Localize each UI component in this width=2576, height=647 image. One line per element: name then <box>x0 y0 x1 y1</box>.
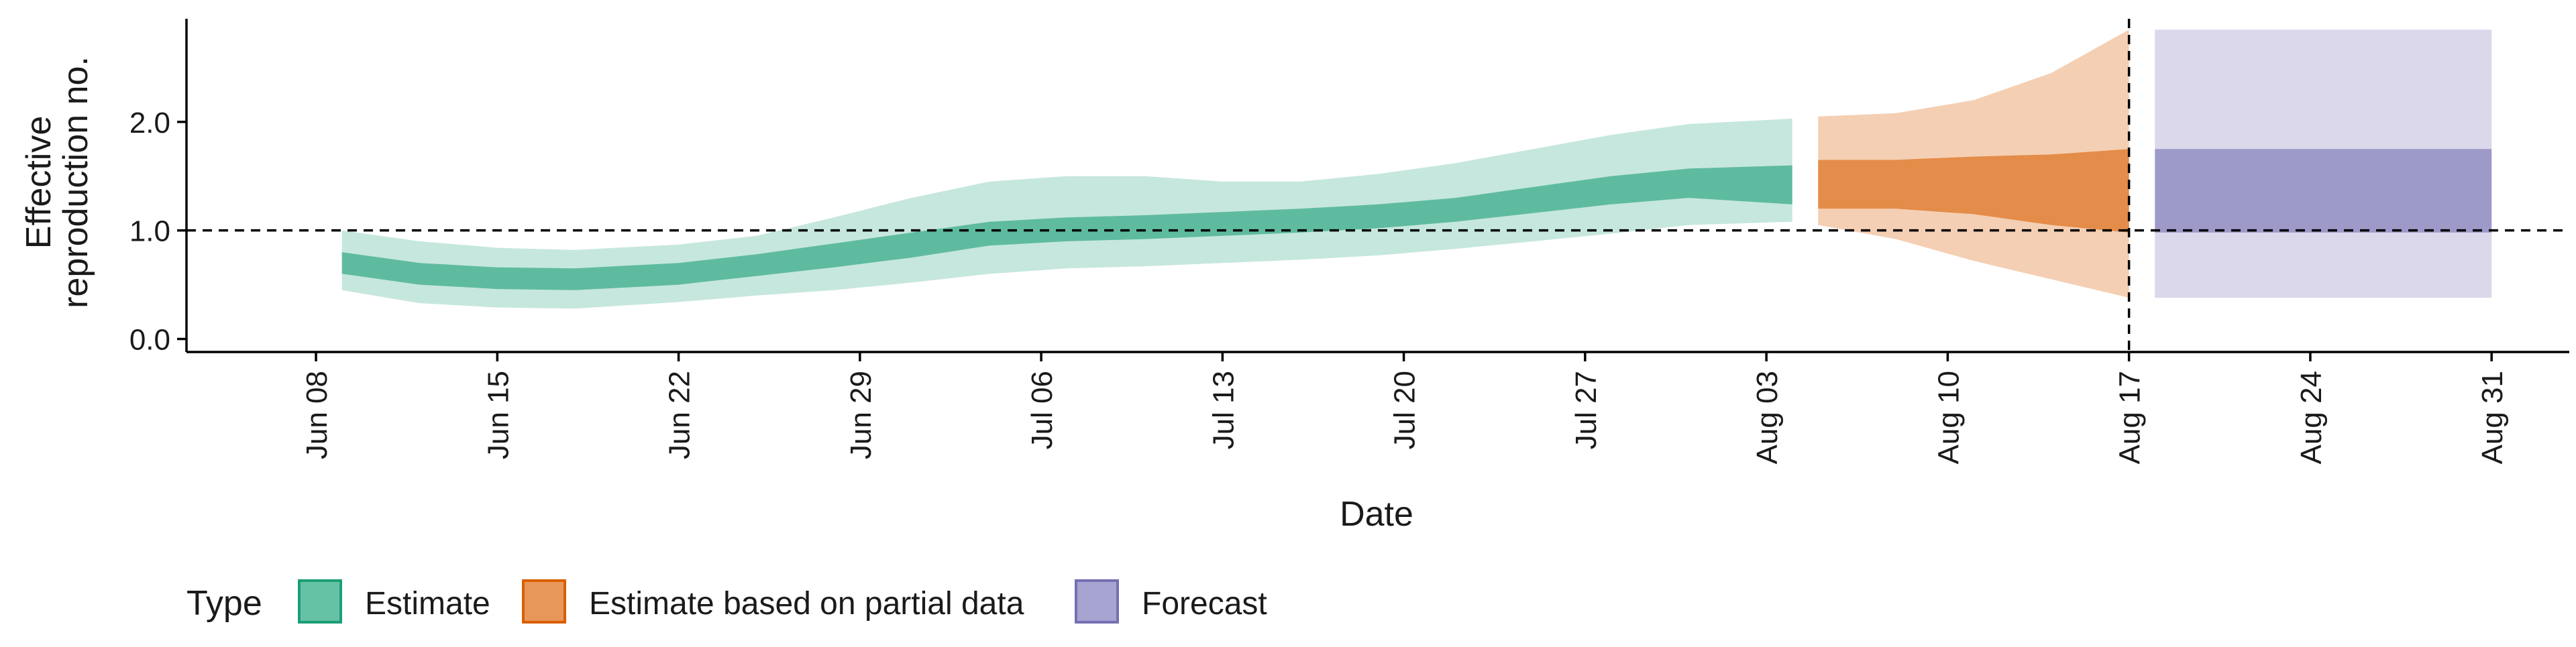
x-tick-label: Jun 22 <box>663 371 696 459</box>
axes-layer: 0.0 1.0 2.0 Jun 08 Jun 15 Jun 22 Jun 29 Jul 06 J… <box>129 19 2569 464</box>
legend-label-forecast: Forecast <box>1142 586 1267 622</box>
x-tick-label: Jul 06 <box>1026 371 1059 449</box>
legend: Type Estimate Estimate based on partial da… <box>186 579 1267 624</box>
band-inner-forecast <box>2155 149 2492 233</box>
x-tick-label: Jun 15 <box>482 371 515 459</box>
band-layer <box>341 30 2492 309</box>
band-inner-estimate-based-on-partial-data <box>1818 149 2129 233</box>
x-tick-label: Aug 31 <box>2476 371 2509 464</box>
legend-label-estimate: Estimate <box>365 586 490 622</box>
x-tick-label: Jul 27 <box>1570 371 1603 449</box>
x-tick-label: Aug 24 <box>2295 371 2328 464</box>
reference-layer <box>186 19 2569 352</box>
x-axis-label: Date <box>1340 495 1413 534</box>
x-tick-label: Aug 10 <box>1932 371 1965 464</box>
x-tick-label: Aug 17 <box>2114 371 2147 464</box>
y-axis-label-line-2: reproduction no. <box>56 56 95 308</box>
y-axis-label-line-1: Effective <box>19 116 58 249</box>
legend-title: Type <box>186 584 262 623</box>
y-tick-label: 0.0 <box>129 324 170 357</box>
legend-key-estimate-based-on-partial-data <box>522 579 566 624</box>
y-tick-label: 1.0 <box>129 215 170 248</box>
y-tick-label: 2.0 <box>129 107 170 139</box>
x-tick-label: Jun 08 <box>301 371 333 459</box>
legend-key-forecast <box>1075 579 1119 624</box>
x-tick-label: Jun 29 <box>845 371 877 459</box>
legend-key-estimate <box>298 579 342 624</box>
legend-label-estimate-based-on-partial-data: Estimate based on partial data <box>589 586 1024 622</box>
band-inner-estimate <box>341 165 1792 290</box>
x-tick-label: Jul 20 <box>1389 371 1421 449</box>
x-tick-label: Jul 13 <box>1207 371 1240 449</box>
x-tick-label: Aug 03 <box>1751 371 1784 464</box>
